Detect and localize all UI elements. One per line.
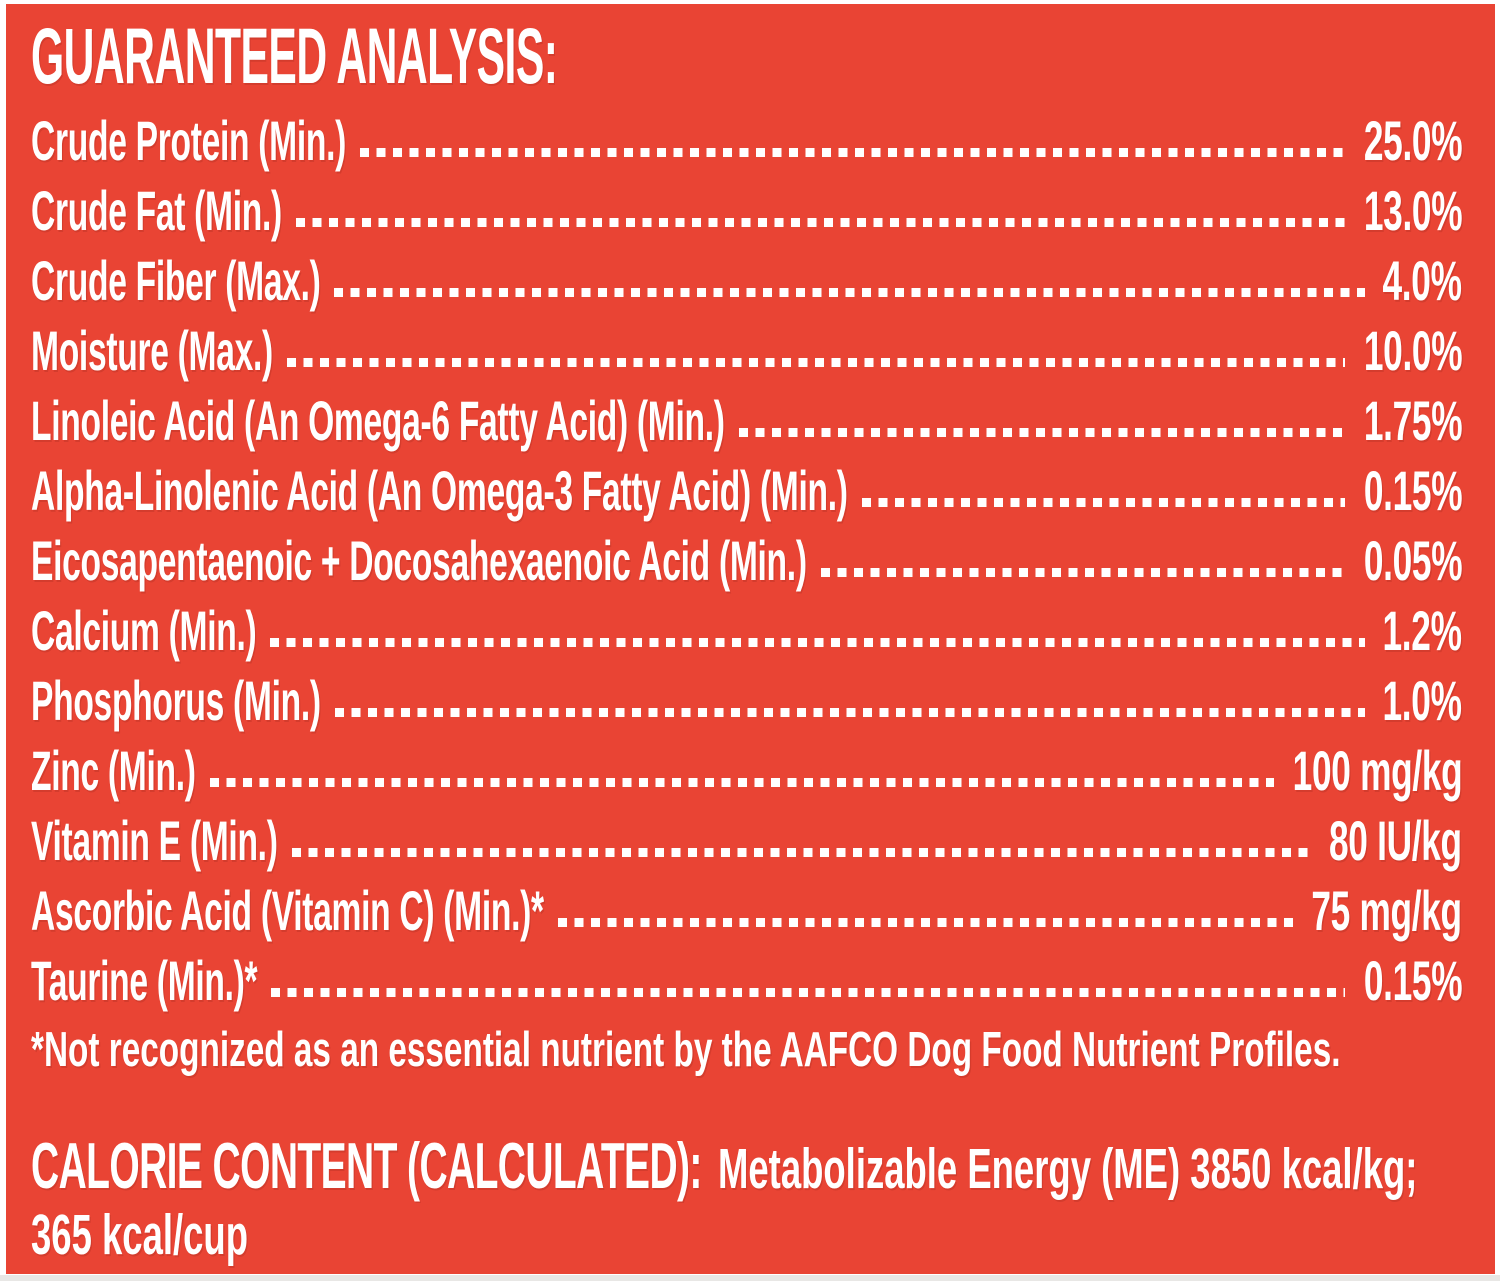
dot-leader [861, 498, 1346, 507]
nutrient-value: 13.0% [1363, 179, 1463, 242]
analysis-row: Vitamin E (Min.) 80 IU/kg [31, 800, 1462, 870]
dot-leader [209, 778, 1275, 787]
nutrient-value: 1.75% [1363, 389, 1463, 452]
analysis-row: Crude Protein (Min.) 25.0% [31, 100, 1462, 170]
dot-leader [270, 638, 1365, 647]
calorie-heading: CALORIE CONTENT (CALCULATED): [31, 1129, 702, 1202]
section-title-row: GUARANTEED ANALYSIS: [31, 12, 1462, 100]
analysis-row: Linoleic Acid (An Omega-6 Fatty Acid) (M… [31, 380, 1462, 450]
section-title: GUARANTEED ANALYSIS: [31, 11, 558, 100]
nutrient-label: Linoleic Acid (An Omega-6 Fatty Acid) (M… [31, 389, 725, 452]
dot-leader [296, 218, 1346, 227]
dot-leader [334, 708, 1365, 717]
nutrient-value: 1.0% [1382, 669, 1462, 732]
nutrient-value: 0.15% [1363, 459, 1463, 522]
nutrient-value: 1.2% [1382, 599, 1462, 662]
calorie-detail: Metabolizable Energy (ME) 3850 kcal/kg; [717, 1137, 1418, 1201]
analysis-row: Moisture (Max.) 10.0% [31, 310, 1462, 380]
calorie-line-1: CALORIE CONTENT (CALCULATED): Metaboliza… [31, 1128, 1462, 1204]
dot-leader [557, 918, 1294, 927]
nutrient-label: Taurine (Min.)* [31, 949, 258, 1012]
dot-leader [271, 988, 1346, 997]
guaranteed-analysis-panel: GUARANTEED ANALYSIS: Crude Protein (Min.… [6, 4, 1495, 1274]
nutrient-label: Ascorbic Acid (Vitamin C) (Min.)* [31, 879, 544, 942]
dot-leader [820, 568, 1346, 577]
nutrient-value: 10.0% [1363, 319, 1463, 382]
analysis-row: Alpha-Linolenic Acid (An Omega-3 Fatty A… [31, 450, 1462, 520]
analysis-row: Eicosapentaenoic + Docosahexaenoic Acid … [31, 520, 1462, 590]
analysis-row: Crude Fat (Min.) 13.0% [31, 170, 1462, 240]
calorie-content-section: CALORIE CONTENT (CALCULATED): Metaboliza… [31, 1128, 1462, 1266]
nutrient-value: 75 mg/kg [1311, 879, 1463, 942]
calorie-line-2: 365 kcal/cup [31, 1204, 1462, 1266]
nutrient-label: Phosphorus (Min.) [31, 669, 321, 732]
nutrient-value: 0.05% [1363, 529, 1463, 592]
nutrient-label: Moisture (Max.) [31, 319, 273, 382]
analysis-row: Calcium (Min.) 1.2% [31, 590, 1462, 660]
nutrient-label: Crude Fiber (Max.) [31, 249, 321, 312]
nutrient-value: 4.0% [1382, 249, 1462, 312]
page-bottom-edge [0, 1275, 1500, 1281]
nutrient-label: Zinc (Min.) [31, 739, 196, 802]
analysis-row: Zinc (Min.) 100 mg/kg [31, 730, 1462, 800]
dot-leader [334, 288, 1365, 297]
nutrient-value: 25.0% [1363, 109, 1463, 172]
calorie-detail-continued: 365 kcal/cup [31, 1203, 248, 1267]
dot-leader [287, 358, 1346, 367]
nutrient-value: 80 IU/kg [1329, 809, 1462, 872]
dot-leader [291, 848, 1312, 857]
nutrient-label: Calcium (Min.) [31, 599, 257, 662]
footnote-row: *Not recognized as an essential nutrient… [31, 1018, 1462, 1082]
nutrient-label: Eicosapentaenoic + Docosahexaenoic Acid … [31, 529, 807, 592]
dot-leader [360, 148, 1346, 157]
nutrient-label: Crude Protein (Min.) [31, 109, 347, 172]
nutrient-label: Crude Fat (Min.) [31, 179, 282, 242]
nutrient-label: Alpha-Linolenic Acid (An Omega-3 Fatty A… [31, 459, 848, 522]
analysis-row: Phosphorus (Min.) 1.0% [31, 660, 1462, 730]
analysis-table: Crude Protein (Min.) 25.0% Crude Fat (Mi… [31, 100, 1462, 1010]
nutrient-value: 100 mg/kg [1292, 739, 1462, 802]
nutrient-label: Vitamin E (Min.) [31, 809, 278, 872]
analysis-row: Ascorbic Acid (Vitamin C) (Min.)* 75 mg/… [31, 870, 1462, 940]
analysis-row: Taurine (Min.)* 0.15% [31, 940, 1462, 1010]
nutrient-value: 0.15% [1363, 949, 1463, 1012]
analysis-row: Crude Fiber (Max.) 4.0% [31, 240, 1462, 310]
footnote: *Not recognized as an essential nutrient… [31, 1023, 1341, 1077]
dot-leader [738, 428, 1346, 437]
